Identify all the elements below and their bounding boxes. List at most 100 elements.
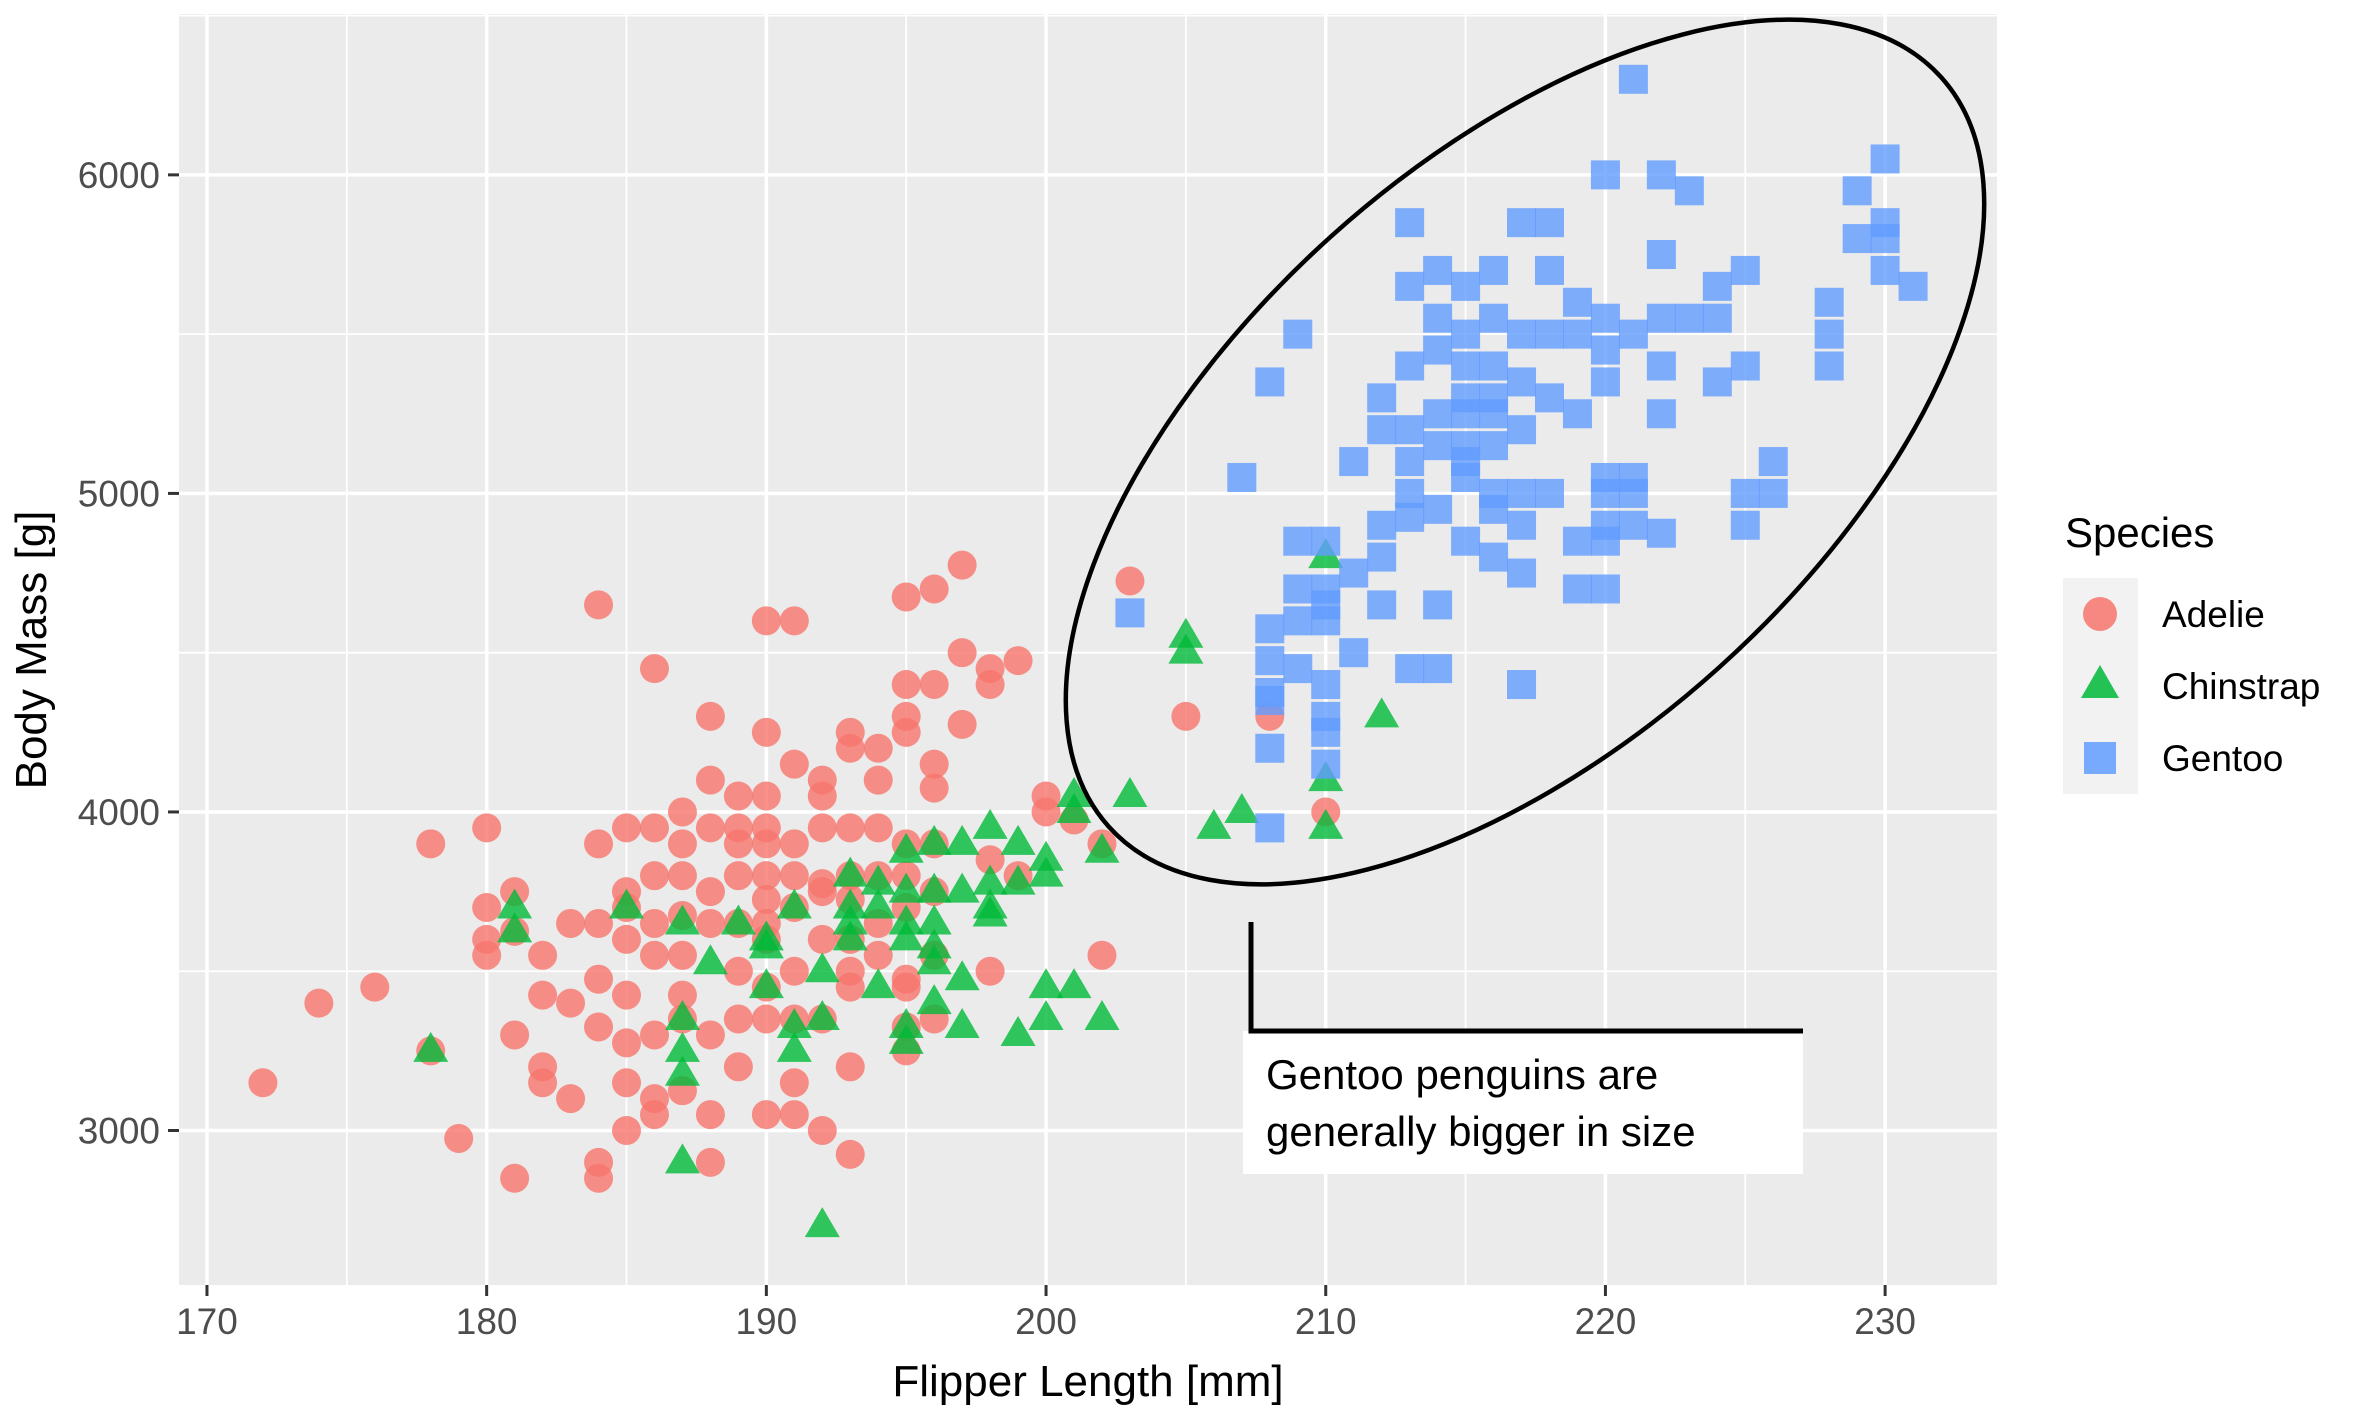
point-chinstrap — [1000, 824, 1036, 855]
point-gentoo — [1534, 208, 1564, 238]
point-gentoo — [1311, 701, 1341, 731]
point-adelie — [528, 1052, 558, 1082]
point-gentoo — [1395, 271, 1425, 301]
point-adelie — [751, 717, 781, 747]
point-adelie — [863, 765, 893, 795]
point-chinstrap — [692, 944, 728, 975]
point-adelie — [528, 940, 558, 970]
point-adelie — [667, 861, 697, 891]
point-adelie — [667, 829, 697, 859]
point-adelie — [723, 781, 753, 811]
point-gentoo — [1507, 415, 1537, 445]
point-adelie — [639, 1020, 669, 1050]
point-adelie — [723, 1004, 753, 1034]
point-gentoo — [1227, 462, 1257, 492]
point-gentoo — [1311, 670, 1341, 700]
point-adelie — [444, 1123, 474, 1153]
point-chinstrap — [916, 872, 952, 903]
y-tick-label: 6000 — [78, 155, 160, 196]
point-adelie — [612, 924, 642, 954]
point-adelie — [919, 773, 949, 803]
x-tick-label: 190 — [735, 1301, 797, 1342]
point-chinstrap — [944, 960, 980, 991]
point-adelie — [779, 861, 809, 891]
point-adelie — [779, 606, 809, 636]
point-gentoo — [1255, 678, 1285, 708]
point-adelie — [891, 964, 921, 994]
point-gentoo — [1255, 367, 1285, 397]
point-chinstrap — [497, 888, 533, 919]
point-gentoo — [1507, 208, 1537, 238]
point-adelie — [751, 606, 781, 636]
point-gentoo — [1674, 176, 1704, 206]
point-gentoo — [1646, 351, 1676, 381]
point-adelie — [584, 590, 614, 620]
point-adelie — [919, 670, 949, 700]
point-adelie — [500, 1020, 530, 1050]
data-points — [248, 64, 1928, 1238]
point-adelie — [1031, 781, 1061, 811]
point-chinstrap — [664, 904, 700, 935]
point-adelie — [807, 924, 837, 954]
point-gentoo — [1870, 255, 1900, 285]
point-chinstrap — [1028, 968, 1064, 999]
point-adelie — [556, 988, 586, 1018]
gridlines-major — [179, 14, 1997, 1285]
point-chinstrap — [916, 928, 952, 959]
point-gentoo — [1590, 335, 1620, 365]
point-adelie — [807, 813, 837, 843]
point-adelie — [416, 829, 446, 859]
point-chinstrap — [413, 1031, 449, 1062]
point-gentoo — [1311, 749, 1341, 779]
point-chinstrap — [1000, 864, 1036, 895]
point-chinstrap — [609, 888, 645, 919]
legend-title: Species — [2065, 509, 2214, 556]
point-gentoo — [1339, 447, 1369, 477]
point-gentoo — [1423, 399, 1453, 429]
point-adelie — [528, 980, 558, 1010]
point-adelie — [695, 1147, 725, 1177]
point-adelie — [807, 765, 837, 795]
point-gentoo — [1451, 351, 1481, 381]
point-adelie — [1115, 566, 1145, 596]
y-axis: 3000 4000 5000 6000 — [78, 155, 179, 1152]
point-gentoo — [1507, 670, 1537, 700]
x-tick-label: 200 — [1015, 1301, 1077, 1342]
point-chinstrap — [1168, 617, 1204, 648]
point-adelie — [751, 1004, 781, 1034]
point-chinstrap — [1028, 840, 1064, 871]
point-gentoo — [1590, 462, 1620, 492]
legend-label-chinstrap: Chinstrap — [2162, 666, 2320, 707]
point-gentoo — [1562, 574, 1592, 604]
point-adelie — [779, 829, 809, 859]
point-adelie — [695, 765, 725, 795]
point-adelie — [639, 654, 669, 684]
point-chinstrap — [664, 1055, 700, 1086]
point-chinstrap — [1196, 808, 1232, 839]
point-chinstrap — [1308, 808, 1344, 839]
point-gentoo — [1534, 319, 1564, 349]
point-chinstrap — [1000, 1015, 1036, 1046]
y-tick-label: 3000 — [78, 1111, 160, 1152]
point-chinstrap — [1084, 832, 1120, 863]
point-adelie — [639, 813, 669, 843]
point-gentoo — [1618, 510, 1648, 540]
point-adelie — [1171, 701, 1201, 731]
point-gentoo — [1898, 271, 1928, 301]
point-chinstrap — [916, 944, 952, 975]
point-gentoo — [1730, 510, 1760, 540]
point-gentoo — [1451, 399, 1481, 429]
point-gentoo — [1423, 590, 1453, 620]
point-chinstrap — [1056, 968, 1092, 999]
point-gentoo — [1367, 542, 1397, 572]
point-chinstrap — [720, 904, 756, 935]
point-gentoo — [1590, 574, 1620, 604]
point-gentoo — [1646, 303, 1676, 333]
point-chinstrap — [748, 968, 784, 999]
legend-triangle-icon — [2081, 665, 2119, 698]
point-chinstrap — [832, 904, 868, 935]
point-chinstrap — [664, 1031, 700, 1062]
point-chinstrap — [860, 968, 896, 999]
point-gentoo — [1479, 303, 1509, 333]
point-gentoo — [1479, 542, 1509, 572]
